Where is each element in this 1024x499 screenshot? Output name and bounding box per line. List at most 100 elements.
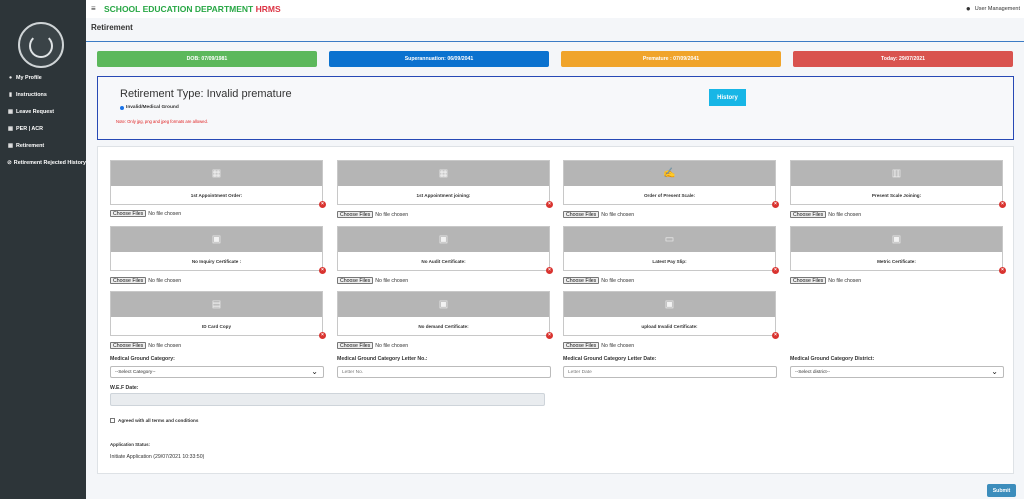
certificate-icon: ▣ [338, 292, 549, 317]
choose-files-button[interactable]: Choose Files [563, 211, 600, 218]
file-status: No file chosen [601, 277, 635, 284]
file-input[interactable]: Choose Files No file chosen [337, 277, 408, 284]
dob-badge: DOB: 07/09/1981 [97, 51, 317, 67]
upload-card-no-inquiry-certificate[interactable]: ▣ No Inquiry Certificate : × [110, 226, 326, 274]
remove-icon[interactable]: × [319, 201, 326, 208]
file-input[interactable]: Choose Files No file chosen [337, 211, 408, 218]
invalid-medical-ground-radio[interactable]: Invalid/Medical Ground [120, 105, 179, 110]
checkbox-icon[interactable] [110, 418, 115, 423]
upload-card-no-demand-certificate[interactable]: ▣ No demand Certificate: × [337, 291, 553, 339]
choose-files-button[interactable]: Choose Files [563, 342, 600, 349]
status-value: Initiate Application (29/07/2021 10:33:5… [110, 454, 205, 460]
upload-card-label: No demand Certificate: [418, 324, 469, 329]
upload-card-label: ID Card Copy [201, 324, 232, 329]
sidebar-item-retirement[interactable]: ▦ Retirement [0, 137, 86, 154]
id-card-icon: ▤ [111, 292, 322, 317]
choose-files-button[interactable]: Choose Files [110, 210, 147, 217]
chevron-down-icon: ⌄ [991, 367, 998, 376]
wef-date-field[interactable] [110, 393, 545, 406]
upload-card-no-audit-certificate[interactable]: ▣ No Audit Certificate: × [337, 226, 553, 274]
choose-files-button[interactable]: Choose Files [337, 277, 374, 284]
today-badge: Today: 29/07/2021 [793, 51, 1013, 67]
sidebar-item-instructions[interactable]: ▮ Instructions [0, 86, 86, 103]
file-status: No file chosen [148, 210, 182, 217]
letter-date-input[interactable]: Letter Date [563, 366, 777, 378]
upload-card-id-card-copy[interactable]: ▤ ID Card Copy × [110, 291, 326, 339]
retirement-type-box: Retirement Type: Invalid premature Inval… [97, 76, 1014, 140]
remove-icon[interactable]: × [546, 332, 553, 339]
file-input[interactable]: Choose Files No file chosen [337, 342, 408, 349]
choose-files-button[interactable]: Choose Files [563, 277, 600, 284]
scale-order-icon: ✍ [564, 161, 775, 186]
sidebar-item-retirement-rejected-history[interactable]: ⊘ Retirement Rejected History [0, 154, 86, 171]
sidebar-item-leave-request[interactable]: ▦ Leave Request [0, 103, 86, 120]
sidebar-nav: ● My Profile ▮ Instructions ▦ Leave Request… [0, 69, 86, 171]
upload-card-1st-appointment-joining[interactable]: ▦ 1st Appointment joining: × [337, 160, 553, 208]
sidebar-item-per-acr[interactable]: ▦ PER | ACR [0, 120, 86, 137]
file-input[interactable]: Choose Files No file chosen [563, 277, 634, 284]
file-input[interactable]: Choose Files No file chosen [563, 211, 634, 218]
file-status: No file chosen [148, 277, 182, 284]
choose-files-button[interactable]: Choose Files [790, 211, 827, 218]
user-management-menu[interactable]: ● User Management [965, 4, 1020, 13]
page-header: Retirement [86, 18, 1024, 42]
file-input[interactable]: Choose Files No file chosen [110, 210, 181, 217]
upload-card-metric-certificate[interactable]: ▣ Metric Certificate: × [790, 226, 1006, 274]
sidebar-item-label: Leave Request [16, 108, 55, 115]
upload-card-1st-appointment-order[interactable]: ▦ 1st Appointment Order: × [110, 160, 326, 208]
app-title: SCHOOL EDUCATION DEPARTMENT HRMS [104, 4, 281, 14]
user-icon: ● [965, 4, 971, 13]
upload-card-invalid-certificate[interactable]: ▣ upload Invalid Certificate: × [563, 291, 779, 339]
menu-icon[interactable]: ≡ [91, 4, 96, 13]
superannuation-badge: Superannuation: 06/09/2041 [329, 51, 549, 67]
remove-icon[interactable]: × [319, 267, 326, 274]
remove-icon[interactable]: × [772, 201, 779, 208]
page-title: Retirement [91, 23, 133, 32]
upload-panel: ▦ 1st Appointment Order: × ▦ 1st Appoint… [97, 146, 1014, 474]
choose-files-button[interactable]: Choose Files [110, 277, 147, 284]
letter-no-input[interactable]: Letter No. [337, 366, 551, 378]
sidebar-item-my-profile[interactable]: ● My Profile [0, 69, 86, 86]
upload-card-label: 1st Appointment Order: [190, 193, 243, 198]
remove-icon[interactable]: × [772, 267, 779, 274]
sidebar-item-label: Instructions [16, 91, 47, 98]
radio-selected-icon [120, 105, 124, 110]
remove-icon[interactable]: × [999, 267, 1006, 274]
submit-button[interactable]: Submit [987, 484, 1016, 497]
sidebar-item-label: PER | ACR [16, 125, 44, 132]
upload-card-latest-pay-slip[interactable]: ▭ Latest Pay Slip: × [563, 226, 779, 274]
file-status: No file chosen [828, 211, 862, 218]
file-input[interactable]: Choose Files No file chosen [790, 277, 861, 284]
format-note: Note: Only jpg, png and jpeg formats are… [116, 119, 208, 124]
file-input[interactable]: Choose Files No file chosen [110, 342, 181, 349]
upload-card-label: No Audit Certificate: [421, 259, 466, 264]
file-input[interactable]: Choose Files No file chosen [563, 342, 634, 349]
history-button[interactable]: History [709, 89, 746, 106]
district-label: Medical Ground Category District: [790, 356, 875, 362]
chevron-down-icon: ⌄ [311, 367, 318, 376]
file-input[interactable]: Choose Files No file chosen [110, 277, 181, 284]
upload-card-label: No Inquiry Certificate : [191, 259, 242, 264]
upload-card-order-of-present-scale[interactable]: ✍ Order of Present Scale: × [563, 160, 779, 208]
terms-checkbox[interactable]: Agreed with all terms and conditions [110, 418, 198, 423]
choose-files-button[interactable]: Choose Files [337, 211, 374, 218]
remove-icon[interactable]: × [319, 332, 326, 339]
category-select[interactable]: --Select Category-- ⌄ [110, 366, 324, 378]
file-icon: ▮ [8, 91, 13, 98]
upload-card-label: upload Invalid Certificate: [641, 324, 698, 329]
sidebar: ● My Profile ▮ Instructions ▦ Leave Request… [0, 0, 86, 499]
choose-files-button[interactable]: Choose Files [110, 342, 147, 349]
upload-card-label: Metric Certificate: [877, 259, 916, 264]
remove-icon[interactable]: × [772, 332, 779, 339]
choose-files-button[interactable]: Choose Files [790, 277, 827, 284]
remove-icon[interactable]: × [546, 267, 553, 274]
remove-icon[interactable]: × [999, 201, 1006, 208]
file-input[interactable]: Choose Files No file chosen [790, 211, 861, 218]
remove-icon[interactable]: × [546, 201, 553, 208]
choose-files-button[interactable]: Choose Files [337, 342, 374, 349]
sidebar-item-label: Retirement Rejected History [13, 159, 86, 166]
certificate-icon: ▣ [111, 227, 322, 252]
file-status: No file chosen [375, 211, 409, 218]
upload-card-present-scale-joining[interactable]: ▥ Present Scale Joining: × [790, 160, 1006, 208]
district-select[interactable]: --Select district-- ⌄ [790, 366, 1004, 378]
